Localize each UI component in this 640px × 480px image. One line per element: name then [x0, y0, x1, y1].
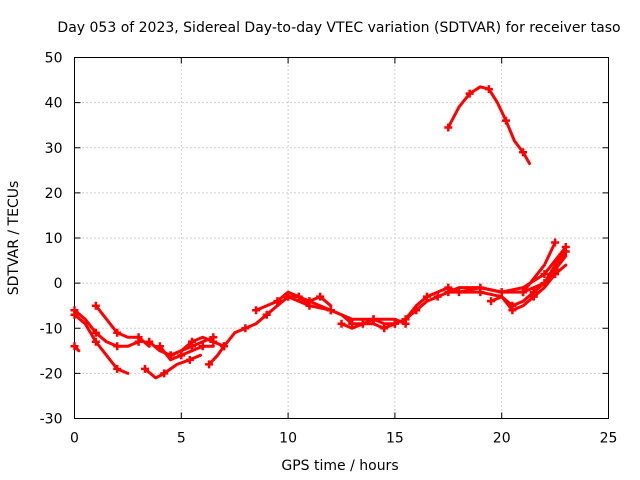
x-axis-label: GPS time / hours — [281, 458, 398, 474]
data-point — [369, 315, 378, 324]
data-point — [476, 283, 485, 292]
data-point — [326, 306, 335, 315]
data-point — [540, 270, 549, 279]
gridlines — [74, 57, 609, 419]
series-track-12 — [286, 295, 408, 326]
y-tick-label: 40 — [45, 96, 63, 112]
data-point — [487, 297, 496, 306]
data-point — [380, 324, 389, 333]
data-point — [262, 310, 271, 319]
data-point — [348, 319, 357, 328]
data-point — [484, 85, 493, 94]
data-point — [358, 319, 367, 328]
y-tick-label: 10 — [45, 231, 63, 247]
series-track-20 — [446, 85, 531, 165]
y-tick-label: 20 — [45, 186, 63, 202]
data-point — [422, 292, 431, 301]
data-point — [160, 369, 169, 378]
data-point — [91, 328, 100, 337]
axis-ticks: 0 5 10 15 20 25 -30 -20 -10 0 10 20 30 40 50 — [40, 51, 618, 447]
data-point — [220, 342, 229, 351]
data-point — [198, 342, 207, 351]
x-tick-label: 20 — [493, 431, 511, 447]
x-tick-label: 5 — [177, 431, 186, 447]
data-point — [305, 297, 314, 306]
data-point — [433, 292, 442, 301]
data-point — [444, 288, 453, 297]
data-point — [508, 306, 517, 315]
x-tick-label: 15 — [386, 431, 404, 447]
data-point — [113, 364, 122, 373]
y-tick-label: -10 — [40, 321, 63, 337]
series-track-18 — [489, 263, 568, 312]
data-point — [155, 342, 164, 351]
series-track-2 — [73, 313, 130, 375]
y-tick-label: 0 — [54, 276, 63, 292]
x-tick-label: 25 — [600, 431, 618, 447]
data-point — [252, 306, 261, 315]
y-tick-label: 30 — [45, 141, 63, 157]
data-point — [551, 270, 560, 279]
y-tick-label: -30 — [40, 412, 63, 428]
data-point — [284, 292, 293, 301]
data-point — [241, 324, 250, 333]
data-point — [134, 333, 143, 342]
data-point — [501, 116, 510, 125]
data-point — [551, 238, 560, 247]
data-series — [70, 85, 570, 380]
data-point — [390, 319, 399, 328]
series-track-17 — [446, 241, 557, 294]
data-point — [294, 292, 303, 301]
y-axis-label: SDTVAR / TECUs — [6, 181, 22, 296]
series-track-9 — [207, 344, 226, 366]
x-tick-label: 0 — [70, 431, 79, 447]
series-track-8 — [169, 335, 226, 357]
series-track-4 — [94, 304, 151, 348]
y-tick-label: -20 — [40, 366, 63, 382]
data-point — [519, 148, 528, 157]
data-point — [177, 351, 186, 360]
data-point — [337, 319, 346, 328]
chart-title: Day 053 of 2023, Sidereal Day-to-day VTE… — [57, 20, 620, 36]
data-point — [316, 292, 325, 301]
data-point — [401, 315, 410, 324]
data-point — [140, 364, 149, 373]
data-point — [185, 355, 194, 364]
data-point — [70, 310, 79, 319]
data-point — [540, 279, 549, 288]
data-point — [91, 301, 100, 310]
data-point — [273, 297, 282, 306]
data-point — [205, 360, 214, 369]
data-point — [209, 337, 218, 346]
y-tick-label: 50 — [45, 51, 63, 67]
data-point — [444, 123, 453, 132]
x-tick-label: 10 — [279, 431, 297, 447]
series-track-1 — [73, 308, 141, 348]
data-point — [113, 342, 122, 351]
data-point — [91, 337, 100, 346]
data-point — [145, 337, 154, 346]
data-point — [519, 288, 528, 297]
data-point — [561, 247, 570, 256]
data-point — [187, 337, 196, 346]
data-point — [166, 351, 175, 360]
data-point — [529, 292, 538, 301]
data-point — [70, 342, 79, 351]
data-point — [113, 328, 122, 337]
data-point — [465, 89, 474, 98]
